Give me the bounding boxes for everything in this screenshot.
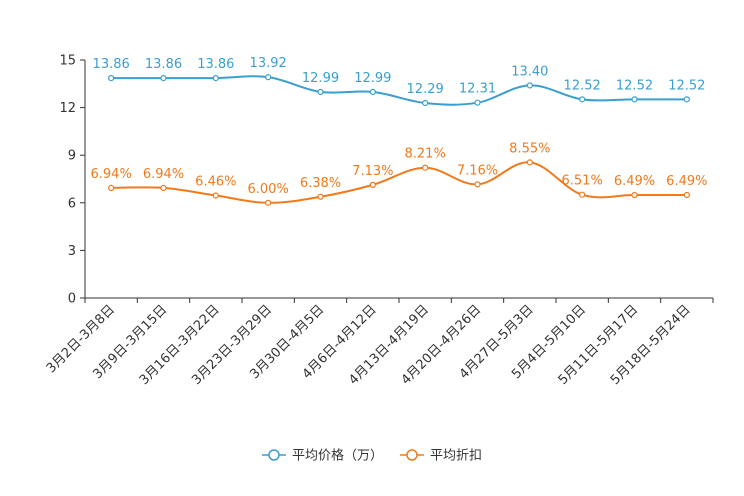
y-tick-label: 15: [59, 54, 76, 69]
data-label: 6.94%: [143, 167, 184, 182]
data-point[interactable]: [474, 181, 481, 188]
data-point[interactable]: [212, 192, 219, 199]
data-label: 6.51%: [562, 174, 603, 189]
data-point[interactable]: [422, 99, 429, 107]
data-point[interactable]: [474, 99, 481, 106]
data-point[interactable]: [422, 164, 429, 171]
data-point[interactable]: [631, 191, 638, 199]
data-point[interactable]: [369, 88, 376, 95]
legend-item-average-price[interactable]: 平均价格（万）: [262, 448, 383, 464]
legend-marker-icon: [406, 449, 418, 461]
data-label: 7.16%: [457, 163, 498, 178]
y-tick-label: 6: [68, 196, 76, 211]
data-label: 8.21%: [405, 147, 446, 162]
x-axis-ticks: 3月2日-3月8日3月9日-3月15日3月16日-3月22日3月23日-3月29…: [44, 298, 714, 388]
data-label: 13.86: [93, 57, 130, 72]
data-label: 13.86: [197, 57, 234, 72]
series-line: [111, 75, 687, 106]
data-label: 12.52: [668, 78, 705, 93]
data-point[interactable]: [683, 191, 690, 199]
data-label: 13.40: [511, 64, 548, 79]
data-label: 13.86: [145, 57, 182, 72]
y-tick-label: 0: [68, 292, 76, 307]
data-label: 7.13%: [352, 164, 393, 179]
legend[interactable]: 平均价格（万） 平均折扣: [262, 448, 482, 464]
data-label: 8.55%: [509, 141, 550, 156]
data-point[interactable]: [317, 88, 324, 95]
data-point[interactable]: [579, 96, 586, 103]
data-label: 6.94%: [91, 167, 132, 182]
data-label: 6.49%: [666, 174, 707, 189]
series-average-price: 13.86 13.86 13.86 13.92 12.99 12.99 12.29 12.31…: [93, 56, 705, 107]
data-point[interactable]: [631, 96, 638, 103]
data-point[interactable]: [526, 159, 533, 166]
data-point[interactable]: [579, 191, 586, 198]
data-label: 12.99: [302, 71, 339, 86]
y-tick-label: 3: [68, 244, 76, 259]
data-label: 12.52: [616, 78, 653, 93]
data-point[interactable]: [683, 96, 690, 103]
data-label: 12.52: [564, 78, 601, 93]
data-point[interactable]: [212, 74, 219, 82]
legend-label: 平均价格（万）: [292, 448, 383, 464]
data-point[interactable]: [317, 193, 324, 200]
data-label: 13.92: [250, 56, 287, 71]
data-point[interactable]: [108, 74, 115, 82]
data-label: 12.99: [354, 71, 391, 86]
data-label: 6.00%: [248, 182, 289, 197]
data-point[interactable]: [526, 82, 533, 89]
y-axis-ticks: 0 3 6 9 12 15: [59, 54, 85, 307]
legend-item-average-discount[interactable]: 平均折扣: [400, 449, 482, 464]
data-label: 6.49%: [614, 174, 655, 189]
series-layer: 13.86 13.86 13.86 13.92 12.99 12.99 12.29 12.31…: [91, 56, 707, 206]
y-tick-label: 9: [68, 149, 76, 164]
data-label: 12.31: [459, 82, 496, 97]
data-label: 6.46%: [195, 175, 236, 190]
data-point[interactable]: [160, 184, 167, 191]
y-tick-label: 12: [59, 101, 76, 116]
data-point[interactable]: [369, 181, 376, 188]
data-point[interactable]: [108, 184, 115, 191]
legend-marker-icon: [268, 449, 280, 461]
series-average-discount: 6.94% 6.94% 6.46% 6.00% 6.38% 7.13% 8.21% 7.16%…: [91, 141, 707, 206]
data-point[interactable]: [265, 74, 272, 81]
legend-label: 平均折扣: [430, 449, 482, 464]
data-label: 6.38%: [300, 176, 341, 191]
data-label: 12.29: [407, 82, 444, 97]
data-point[interactable]: [265, 199, 272, 206]
data-point[interactable]: [160, 74, 167, 82]
